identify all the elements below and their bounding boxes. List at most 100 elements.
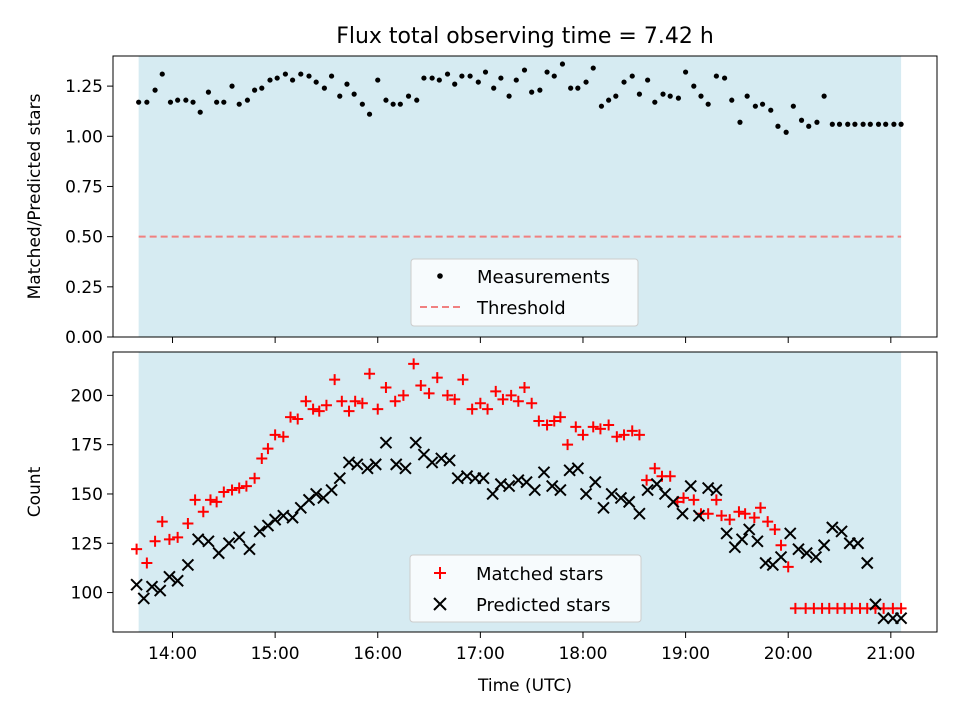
y-tick-label: 1.00 xyxy=(65,127,103,147)
measurement-point xyxy=(289,77,296,83)
measurement-point xyxy=(860,121,866,127)
measurement-point xyxy=(491,85,497,91)
measurement-point xyxy=(790,103,796,109)
x-tick-label: 17:00 xyxy=(456,644,505,664)
measurement-point xyxy=(729,97,735,103)
ratio-axis-ticks: 0.00 0.25 0.50 0.75 1.00 1.25 xyxy=(65,77,892,348)
matched-star-point xyxy=(182,518,194,530)
matched-star-point xyxy=(408,358,420,370)
measurement-point xyxy=(575,85,581,91)
matched-star-point xyxy=(603,419,615,431)
predicted-star-point xyxy=(181,558,195,572)
legend-matched-label: Matched stars xyxy=(476,564,603,585)
measurement-point xyxy=(328,73,335,79)
legend-threshold-label: Threshold xyxy=(476,298,566,319)
measurement-point xyxy=(414,97,420,103)
matched-star-point xyxy=(587,421,599,433)
y-tick-label: 200 xyxy=(71,386,103,406)
measurement-point xyxy=(190,99,196,105)
matched-star-point xyxy=(156,516,168,528)
measurement-point xyxy=(306,73,312,79)
matched-star-point xyxy=(474,397,486,409)
measurement-point xyxy=(351,91,357,97)
y-tick-label: 1.25 xyxy=(65,77,103,97)
measurement-point xyxy=(221,99,227,105)
predicted-star-point xyxy=(163,570,176,583)
measurement-point xyxy=(721,75,728,81)
y-tick-label: 0.50 xyxy=(65,228,103,248)
matched-star-point xyxy=(320,399,332,411)
matched-star-point xyxy=(423,387,435,399)
matched-star-point xyxy=(389,395,401,407)
predicted-star-point xyxy=(692,509,706,522)
measurement-point xyxy=(852,121,858,127)
matched-star-point xyxy=(716,510,728,522)
matched-star-point xyxy=(570,421,582,433)
measurement-point xyxy=(436,77,442,83)
legend-predicted-marker xyxy=(433,597,447,611)
matched-star-point xyxy=(249,472,261,484)
x-tick-label: 21:00 xyxy=(866,644,915,664)
predicted-star-point xyxy=(597,501,610,514)
measurement-point xyxy=(613,93,619,99)
count-panel-frame xyxy=(112,351,938,633)
y-tick-label: 175 xyxy=(71,436,103,456)
matched-star-point xyxy=(226,484,238,496)
count-panel: 100 125 150 175 200 14:00 15:00 16:00 17:00 18:00… xyxy=(25,351,938,696)
matched-star-point xyxy=(497,393,509,405)
matched-star-point xyxy=(733,506,745,518)
matched-star-point xyxy=(431,372,443,384)
measurement-point xyxy=(390,101,396,107)
matched-star-point xyxy=(415,380,427,392)
y-tick-label: 100 xyxy=(71,584,103,604)
matched-star-point xyxy=(149,535,161,547)
x-tick-label: 14:00 xyxy=(148,644,197,664)
predicted-star-point xyxy=(369,458,382,471)
matched-star-point xyxy=(482,403,494,415)
matched-star-point xyxy=(688,494,700,506)
measurement-point xyxy=(590,65,596,71)
measurement-point xyxy=(768,107,774,113)
measurement-point xyxy=(429,75,435,81)
matched-star-point xyxy=(457,374,469,386)
matched-star-point xyxy=(262,443,274,455)
matched-star-point xyxy=(349,395,361,407)
measurement-point xyxy=(836,121,843,127)
measurement-point xyxy=(359,101,365,107)
matched-star-point xyxy=(895,602,907,614)
measurement-point xyxy=(175,97,181,103)
matched-star-point xyxy=(466,403,478,415)
predicted-star-point xyxy=(735,533,749,546)
matched-star-point xyxy=(533,415,545,427)
predicted-star-point xyxy=(253,525,266,538)
y-tick-label: 0.75 xyxy=(65,177,103,197)
matched-star-point xyxy=(748,512,760,524)
matched-star-point xyxy=(618,429,630,441)
predicted-star-point xyxy=(851,537,865,550)
measurement-point xyxy=(783,129,789,135)
ratio-panel: 0.00 0.25 0.50 0.75 1.00 1.25 Matched/Predict… xyxy=(25,55,938,348)
predicted-star-point xyxy=(826,521,839,534)
predicted-star-point xyxy=(894,611,908,625)
predicted-star-point xyxy=(545,479,559,493)
matched-star-point xyxy=(163,533,175,545)
predicted-star-point xyxy=(277,509,290,522)
matched-star-point xyxy=(364,368,376,380)
predicted-star-point xyxy=(153,584,167,597)
predicted-star-point xyxy=(554,483,567,497)
measurement-point xyxy=(205,89,212,95)
predicted-star-point xyxy=(589,475,602,489)
measurement-point xyxy=(752,103,758,109)
matched-star-point xyxy=(505,389,517,401)
predicted-star-point xyxy=(537,466,551,479)
predicted-star-point xyxy=(202,535,215,548)
predicted-star-point xyxy=(409,436,422,449)
measurement-point xyxy=(397,101,403,107)
predicted-star-point xyxy=(286,511,299,524)
measurement-point xyxy=(682,69,689,75)
ratio-legend-box xyxy=(410,258,639,327)
matched-star-point xyxy=(594,423,606,435)
matched-star-point xyxy=(292,413,304,425)
measurement-point xyxy=(636,91,643,97)
measurement-point xyxy=(537,87,543,93)
